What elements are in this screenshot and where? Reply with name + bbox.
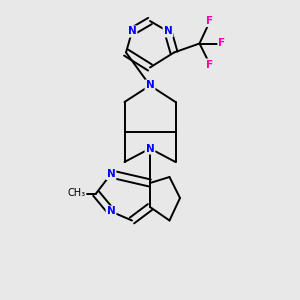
Text: N: N: [106, 169, 116, 179]
Text: N: N: [146, 143, 154, 154]
Text: N: N: [106, 206, 116, 217]
Text: CH₃: CH₃: [68, 188, 85, 199]
Text: F: F: [206, 16, 214, 26]
Text: N: N: [146, 80, 154, 91]
Text: N: N: [128, 26, 136, 37]
Text: N: N: [164, 26, 172, 37]
Text: F: F: [218, 38, 226, 49]
Text: F: F: [206, 59, 214, 70]
